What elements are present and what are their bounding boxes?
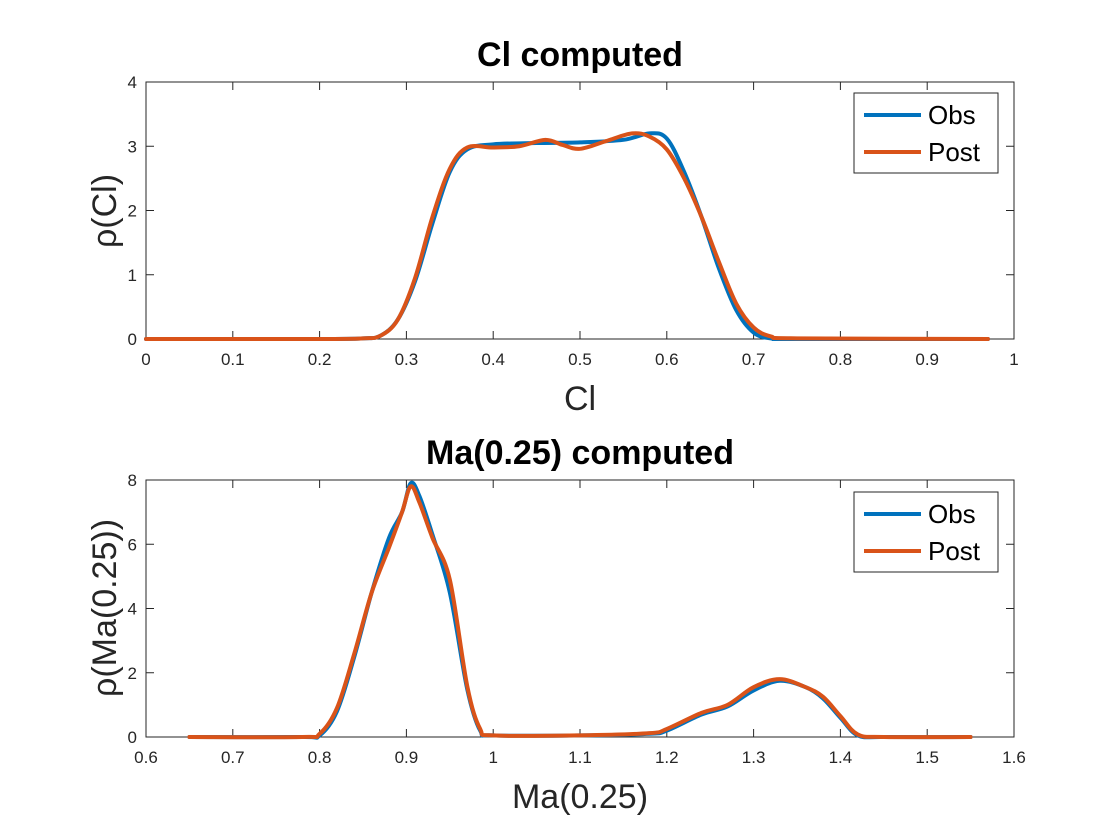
plot-ma-xtick-label: 1.1 [568, 748, 592, 767]
plot-ma-ytick-label: 8 [128, 471, 137, 490]
plot-cl-xtick-label: 0.4 [481, 350, 505, 369]
plot-cl-series-post-line [144, 131, 990, 342]
plot-cl-legend: Obs Post [853, 92, 999, 174]
plot-ma-xlabel: Ma(0.25) [512, 778, 648, 816]
plot-ma-y-axis: 0 2 4 6 8 [128, 471, 1014, 747]
plot-ma-ytick-label: 0 [128, 728, 137, 747]
plot-cl-xtick-label: 1 [1009, 350, 1018, 369]
plot-ma-legend-post-label: Post [928, 536, 981, 566]
plot-cl-legend-box [853, 92, 999, 174]
plot-cl-xtick-label: 0 [141, 350, 150, 369]
plot-cl-xtick-label: 0.2 [308, 350, 332, 369]
plot-ma-legend: Obs Post [853, 491, 999, 573]
plot-ma-xtick-label: 1.4 [829, 748, 853, 767]
plot-cl-xtick-label: 0.1 [221, 350, 245, 369]
plot-ma-xtick-label: 0.8 [308, 748, 332, 767]
plot-cl-x-axis: 0 0.1 0.2 0.3 0.4 0.5 0.6 0.7 0.8 0.9 1 [141, 82, 1019, 369]
plot-cl: Cl computed 0 0.1 0.2 0.3 0.4 0.5 0.6 0.7 0.8 0.9… [86, 36, 1019, 418]
plot-ma-xtick-label: 0.7 [221, 748, 245, 767]
plot-cl-ytick-label: 1 [128, 266, 137, 285]
plot-cl-y-axis: 0 1 2 3 4 [128, 73, 1014, 349]
plot-cl-series [144, 131, 990, 342]
plot-ma: Ma(0.25) computed 0.6 0.7 0.8 0.9 1 1.1 1.2 1.3… [86, 434, 1026, 816]
plot-ma-xtick-label: 0.9 [395, 748, 419, 767]
plot-ma-ytick-label: 2 [128, 664, 137, 683]
plot-ma-xtick-label: 1 [488, 748, 497, 767]
plot-cl-legend-post-label: Post [928, 137, 981, 167]
plot-ma-legend-obs-label: Obs [928, 499, 976, 529]
plot-cl-legend-obs-label: Obs [928, 100, 976, 130]
plot-cl-ytick-label: 2 [128, 202, 137, 221]
plot-cl-ytick-label: 0 [128, 330, 137, 349]
plot-cl-xtick-label: 0.5 [568, 350, 592, 369]
plot-ma-xtick-label: 1.5 [915, 748, 939, 767]
plot-cl-xtick-label: 0.6 [655, 350, 679, 369]
plot-cl-ytick-label: 4 [128, 73, 137, 92]
plot-ma-series-post-line [187, 484, 973, 740]
plot-ma-xtick-label: 0.6 [134, 748, 158, 767]
plot-cl-xtick-label: 0.9 [915, 350, 939, 369]
plot-cl-ytick-label: 3 [128, 137, 137, 156]
plot-cl-xlabel: Cl [564, 380, 596, 418]
plot-ma-ytick-label: 4 [128, 600, 137, 619]
plot-ma-xtick-label: 1.3 [742, 748, 766, 767]
plot-cl-xtick-label: 0.3 [395, 350, 419, 369]
plot-cl-ylabel: ρ(Cl) [86, 174, 124, 248]
plot-ma-ylabel: ρ(Ma(0.25)) [86, 519, 124, 697]
plot-ma-legend-box [853, 491, 999, 573]
plot-cl-xtick-label: 0.8 [829, 350, 853, 369]
plot-cl-title: Cl computed [477, 36, 683, 74]
plot-ma-title: Ma(0.25) computed [426, 434, 734, 472]
plot-ma-xtick-label: 1.6 [1002, 748, 1026, 767]
plot-ma-xtick-label: 1.2 [655, 748, 679, 767]
plot-ma-ytick-label: 6 [128, 535, 137, 554]
plot-cl-xtick-label: 0.7 [742, 350, 766, 369]
plot-ma-series [187, 480, 973, 740]
